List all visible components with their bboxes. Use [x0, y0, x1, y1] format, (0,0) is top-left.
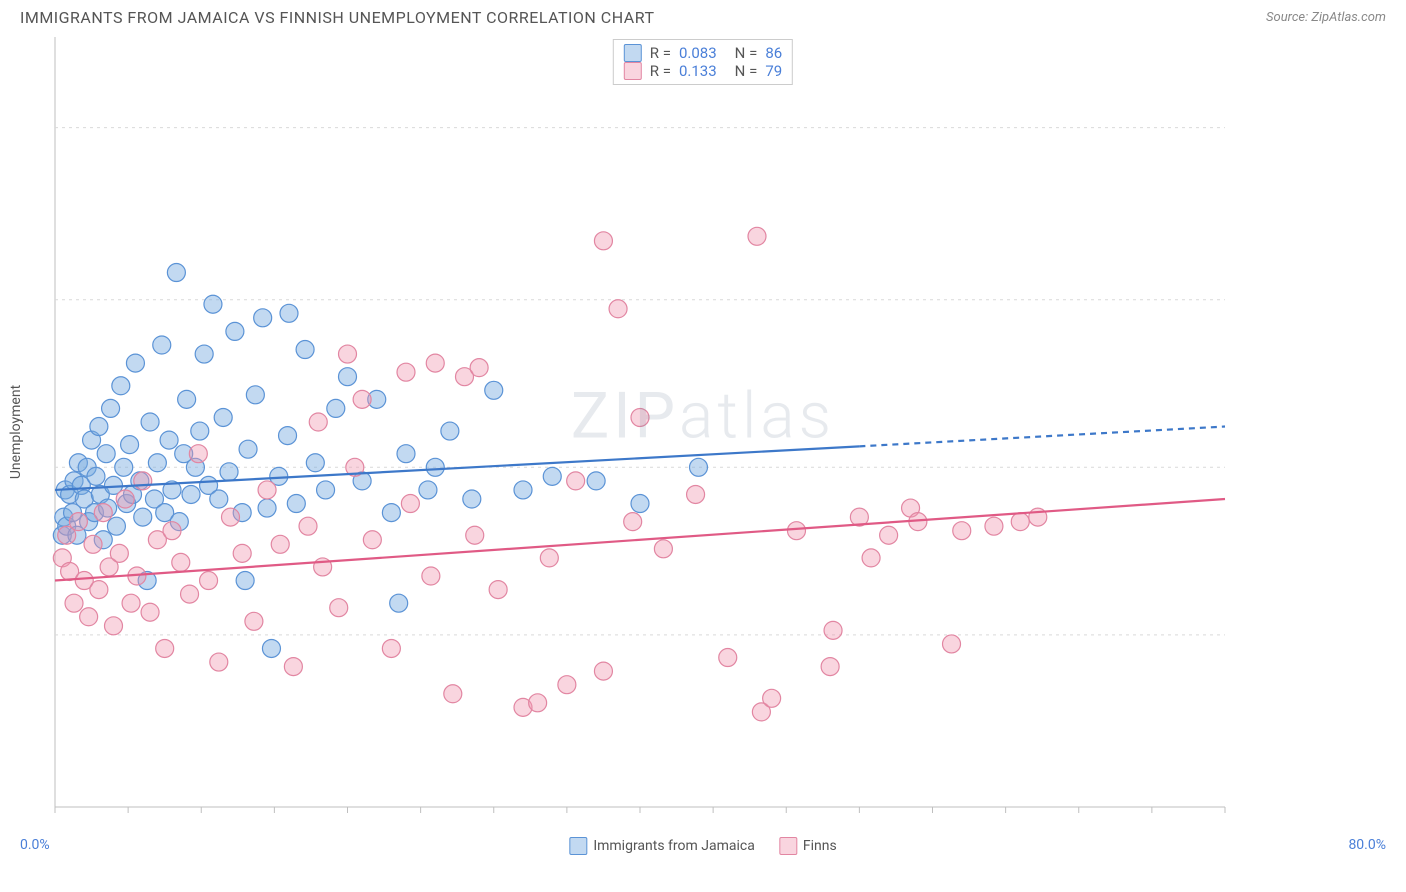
- y-axis-tick: 15.0%: [1396, 120, 1406, 136]
- chart-title: IMMIGRANTS FROM JAMAICA VS FINNISH UNEMP…: [20, 8, 654, 27]
- correlation-legend: R =0.083N =86R =0.133N =79: [613, 39, 793, 85]
- source-label: Source: ZipAtlas.com: [1266, 10, 1386, 25]
- legend-item: Finns: [779, 837, 837, 855]
- scatter-chart: [20, 35, 1300, 825]
- series-legend: Immigrants from Jamaica Finns: [569, 837, 836, 855]
- legend-row: R =0.083N =86: [624, 44, 782, 62]
- x-axis-tick-left: 0.0%: [20, 837, 50, 853]
- legend-item: Immigrants from Jamaica: [569, 837, 755, 855]
- y-axis-label: Unemployment: [8, 385, 24, 479]
- x-axis-tick-right: 80.0%: [1348, 837, 1386, 853]
- y-axis-tick: 11.2%: [1396, 292, 1406, 308]
- y-axis-tick: 3.8%: [1396, 627, 1406, 643]
- y-axis-tick: 7.5%: [1396, 459, 1406, 475]
- chart-container: Unemployment ZIPatlas R =0.083N =86R =0.…: [20, 35, 1386, 829]
- legend-row: R =0.133N =79: [624, 62, 782, 80]
